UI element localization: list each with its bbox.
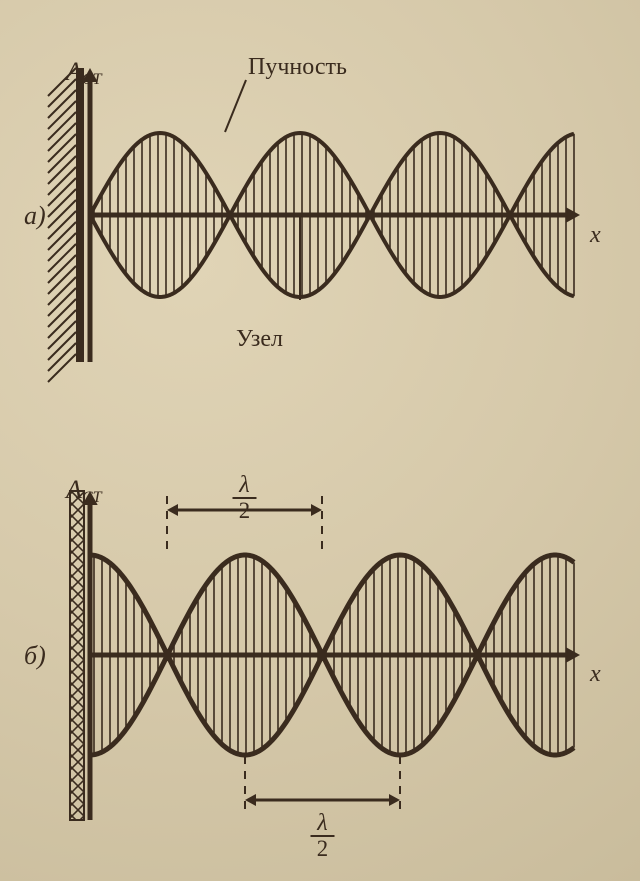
- svg-text:Пучность: Пучность: [248, 54, 347, 80]
- svg-text:Узел: Узел: [236, 326, 283, 352]
- svg-text:λ: λ: [316, 810, 327, 836]
- figure-svg: AСТxа)ПучностьУзелAСТxб)λ2λ2: [0, 0, 640, 881]
- page: AСТxа)ПучностьУзелAСТxб)λ2λ2: [0, 0, 640, 881]
- svg-text:AСТ: AСТ: [64, 475, 103, 506]
- svg-text:а): а): [24, 201, 46, 230]
- svg-text:2: 2: [239, 498, 250, 523]
- svg-text:x: x: [589, 661, 601, 687]
- svg-text:б): б): [24, 641, 46, 670]
- svg-text:λ: λ: [238, 472, 249, 498]
- svg-text:AСТ: AСТ: [64, 57, 103, 88]
- svg-text:2: 2: [317, 836, 328, 861]
- svg-text:x: x: [589, 222, 601, 248]
